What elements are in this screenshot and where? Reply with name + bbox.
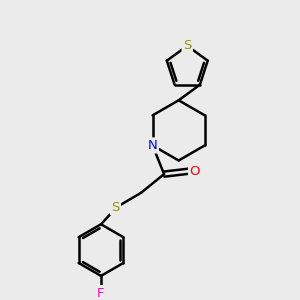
Text: F: F xyxy=(97,286,105,300)
Text: N: N xyxy=(148,139,158,152)
Text: S: S xyxy=(183,39,191,52)
Text: O: O xyxy=(190,165,200,178)
Text: S: S xyxy=(111,201,119,214)
